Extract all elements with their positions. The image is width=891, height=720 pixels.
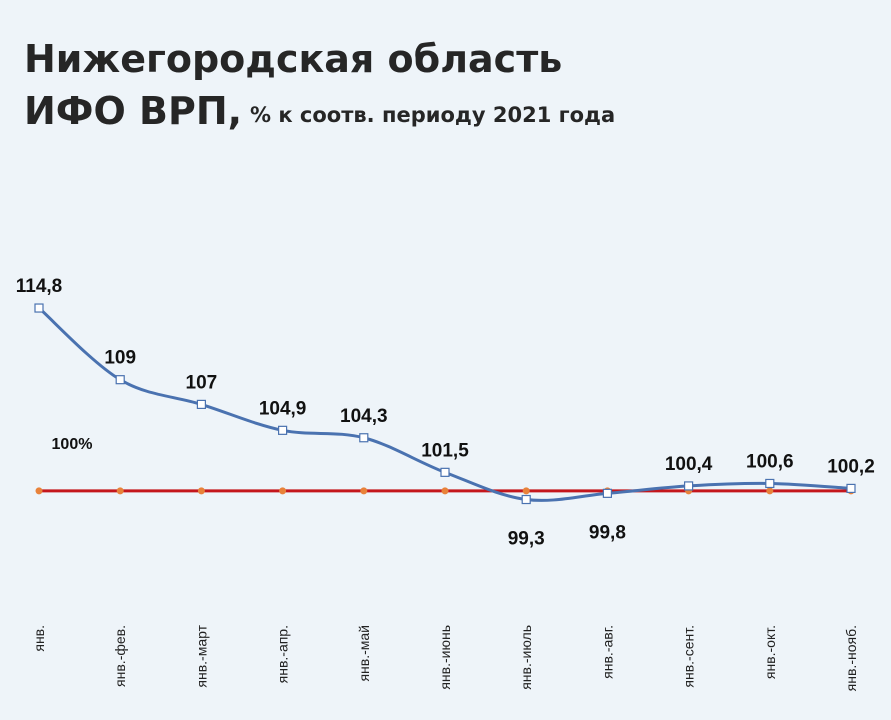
- data-marker: [278, 425, 288, 435]
- x-tick-label: янв.-фев.: [112, 625, 128, 687]
- data-marker: [602, 488, 613, 498]
- data-marker: [765, 478, 775, 489]
- reference-label: 100%: [52, 436, 93, 453]
- x-tick-label: янв.-нояб.: [843, 625, 859, 691]
- reference-marker: [766, 487, 774, 495]
- value-label: 109: [104, 348, 136, 369]
- data-marker: [683, 481, 694, 491]
- data-marker: [34, 303, 44, 313]
- value-label: 100,2: [827, 456, 875, 477]
- value-label: 104,9: [259, 398, 307, 419]
- value-label: 104,3: [340, 406, 388, 427]
- value-label: 101,5: [421, 440, 469, 461]
- chart-title: Нижегородская область: [24, 37, 562, 81]
- x-tick-label: янв.-май: [356, 625, 372, 682]
- data-marker: [359, 433, 369, 443]
- x-tick-label: янв.-окт.: [762, 625, 778, 679]
- value-label: 114,8: [16, 276, 63, 297]
- x-tick-label: янв.: [31, 625, 47, 652]
- x-tick-label: янв.-июль: [518, 625, 534, 690]
- reference-marker: [441, 487, 449, 495]
- data-marker: [115, 375, 125, 385]
- chart-title-line2: ИФО ВРП,: [24, 89, 242, 133]
- value-label: 100,6: [746, 451, 794, 472]
- reference-marker: [116, 487, 124, 495]
- reference-marker: [360, 487, 368, 495]
- reference-marker: [35, 487, 43, 495]
- reference-marker: [279, 487, 287, 495]
- value-label: 99,8: [589, 522, 626, 543]
- x-tick-label: янв.-сент.: [681, 625, 697, 688]
- value-label: 100,4: [665, 454, 713, 475]
- reference-marker: [197, 487, 205, 495]
- data-marker: [440, 467, 450, 477]
- chart-subtitle: % к соотв. периоду 2021 года: [250, 103, 615, 127]
- x-tick-label: янв.-март: [193, 624, 209, 687]
- x-tick-label: янв.-апр.: [275, 625, 291, 683]
- reference-marker: [522, 487, 530, 495]
- x-tick-label: янв.-авг.: [599, 625, 615, 679]
- x-tick-label: янв.-июнь: [437, 625, 453, 690]
- data-marker: [521, 494, 531, 505]
- value-label: 107: [186, 372, 218, 393]
- data-marker: [846, 483, 856, 494]
- value-label: 99,3: [508, 529, 545, 550]
- data-marker: [196, 399, 206, 409]
